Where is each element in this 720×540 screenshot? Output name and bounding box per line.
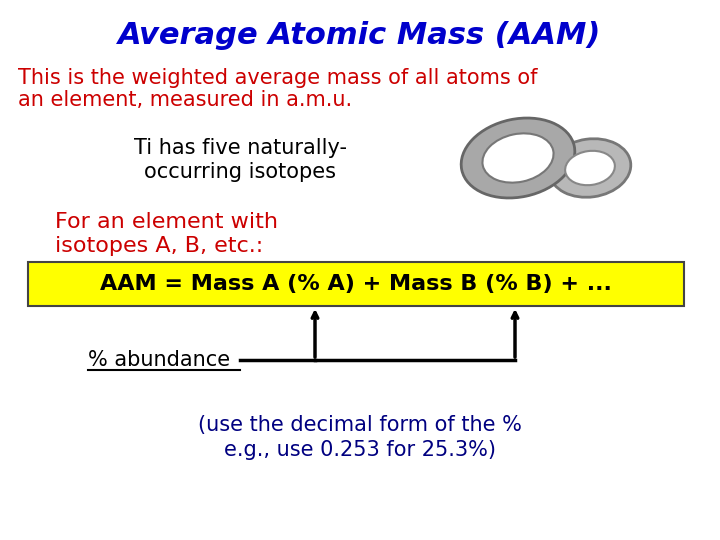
Text: % abundance: % abundance [88, 350, 230, 370]
Text: This is the weighted average mass of all atoms of: This is the weighted average mass of all… [18, 68, 538, 88]
Ellipse shape [482, 133, 554, 183]
Ellipse shape [549, 139, 631, 197]
Text: AAM = Mass A (% A) + Mass B (% B) + ...: AAM = Mass A (% A) + Mass B (% B) + ... [100, 274, 612, 294]
Text: an element, measured in a.m.u.: an element, measured in a.m.u. [18, 90, 352, 110]
Text: e.g., use 0.253 for 25.3%): e.g., use 0.253 for 25.3%) [224, 440, 496, 460]
Text: occurring isotopes: occurring isotopes [144, 162, 336, 182]
Text: isotopes A, B, etc.:: isotopes A, B, etc.: [55, 236, 264, 256]
Text: Ti has five naturally-: Ti has five naturally- [133, 138, 346, 158]
Ellipse shape [462, 118, 575, 198]
Bar [28, 262, 684, 306]
Text: Average Atomic Mass (AAM): Average Atomic Mass (AAM) [118, 21, 602, 50]
Text: For an element with: For an element with [55, 212, 278, 232]
Ellipse shape [565, 151, 615, 185]
Text: (use the decimal form of the %: (use the decimal form of the % [198, 415, 522, 435]
